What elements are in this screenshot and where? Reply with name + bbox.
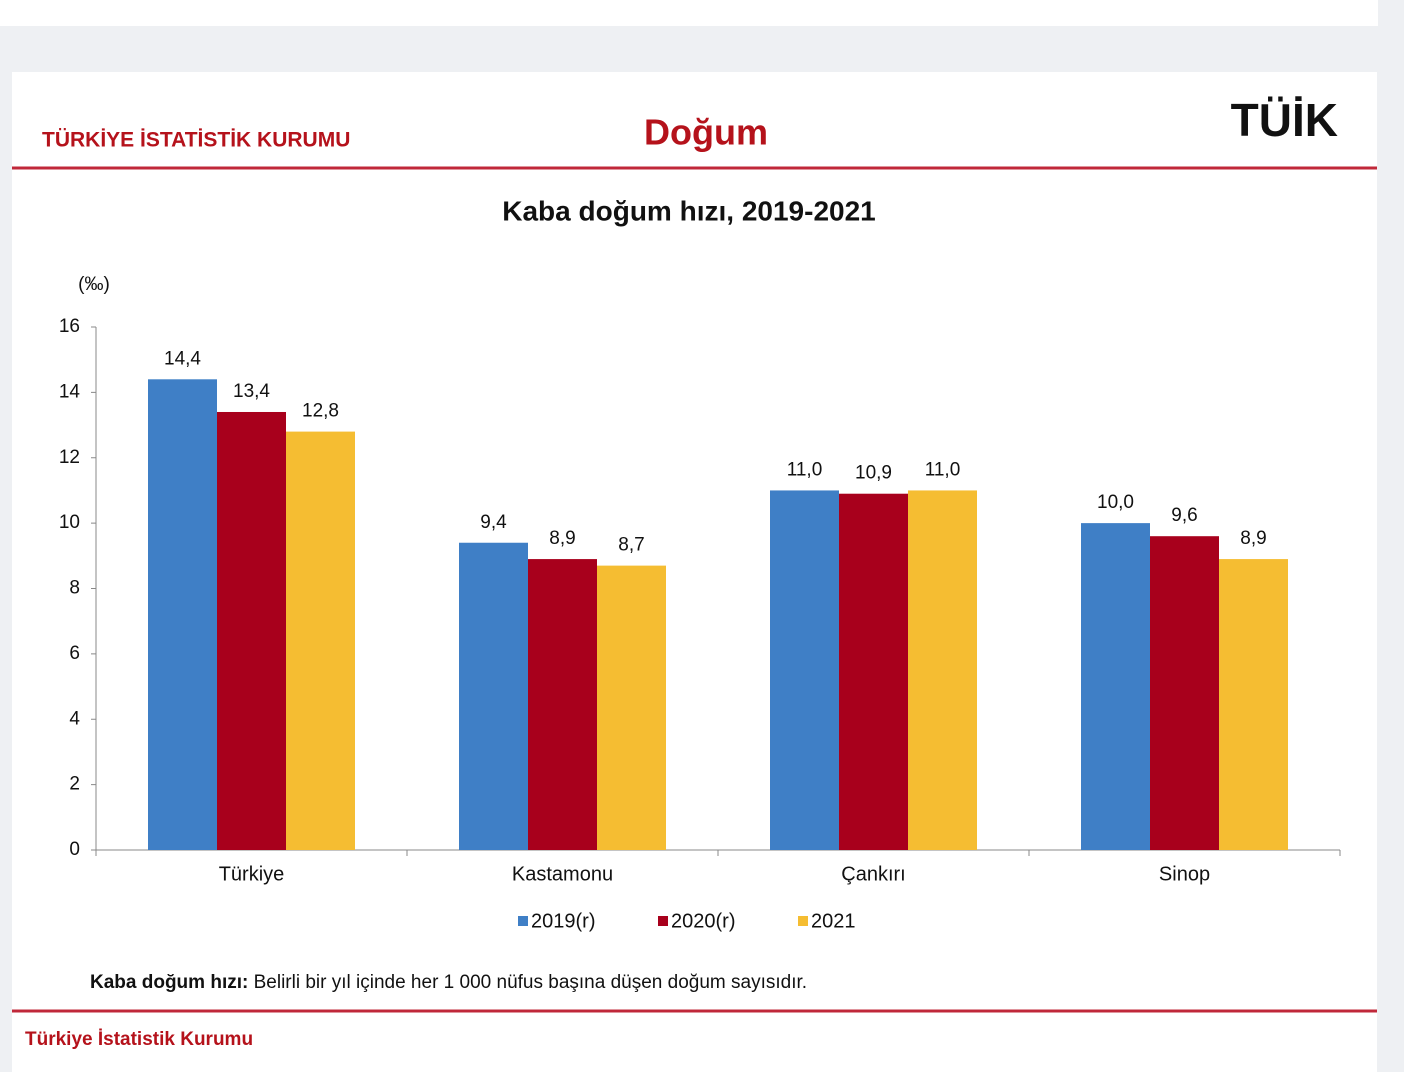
value-label: 8,7 bbox=[618, 535, 644, 556]
footnote-term: Kaba doğum hızı: bbox=[90, 972, 248, 993]
y-tick-label: 12 bbox=[59, 447, 80, 468]
bar bbox=[217, 411, 286, 850]
x-tick-label: Kastamonu bbox=[512, 863, 613, 885]
footnote: Kaba doğum hızı: Belirli bir yıl içinde … bbox=[90, 972, 807, 993]
y-unit: (‰) bbox=[78, 274, 110, 295]
slide-title: Doğum bbox=[644, 112, 768, 153]
value-label: 10,9 bbox=[855, 463, 892, 484]
legend-label: 2021 bbox=[811, 910, 856, 932]
legend-swatch bbox=[798, 916, 808, 926]
x-tick-label: Türkiye bbox=[219, 863, 285, 885]
value-label: 10,0 bbox=[1097, 492, 1134, 513]
y-tick-label: 6 bbox=[69, 643, 80, 664]
value-label: 9,4 bbox=[480, 512, 507, 533]
y-tick-label: 4 bbox=[69, 708, 80, 729]
bar bbox=[286, 431, 355, 850]
value-label: 11,0 bbox=[925, 459, 961, 480]
org-name: TÜRKİYE İSTATİSTİK KURUMU bbox=[42, 129, 350, 152]
footer-text: Türkiye İstatistik Kurumu bbox=[25, 1029, 253, 1050]
bar bbox=[839, 493, 908, 850]
bar bbox=[770, 490, 839, 850]
y-tick-label: 10 bbox=[59, 512, 80, 533]
x-tick-label: Çankırı bbox=[841, 863, 905, 885]
chart-title: Kaba doğum hızı, 2019-2021 bbox=[502, 195, 875, 226]
y-tick-label: 8 bbox=[69, 578, 80, 599]
bar bbox=[1081, 523, 1150, 850]
value-label: 11,0 bbox=[787, 459, 823, 480]
top-strip bbox=[0, 0, 1378, 26]
legend-label: 2019(r) bbox=[531, 910, 595, 932]
bar bbox=[148, 379, 217, 850]
x-tick-label: Sinop bbox=[1159, 863, 1210, 885]
bar bbox=[908, 490, 977, 850]
footnote-text: Belirli bir yıl içinde her 1 000 nüfus b… bbox=[254, 972, 807, 993]
bar bbox=[459, 542, 528, 850]
y-tick-label: 14 bbox=[59, 381, 81, 402]
bar bbox=[1150, 536, 1219, 850]
y-tick-label: 0 bbox=[69, 839, 80, 860]
logo: TÜİK bbox=[1231, 94, 1338, 146]
bar bbox=[1219, 559, 1288, 850]
value-label: 12,8 bbox=[302, 401, 339, 422]
value-label: 14,4 bbox=[164, 348, 201, 369]
value-label: 8,9 bbox=[549, 528, 575, 549]
legend-label: 2020(r) bbox=[671, 910, 735, 932]
value-label: 8,9 bbox=[1240, 528, 1266, 549]
legend-swatch bbox=[658, 916, 668, 926]
legend-swatch bbox=[518, 916, 528, 926]
bar bbox=[597, 565, 666, 850]
value-label: 9,6 bbox=[1171, 505, 1197, 526]
y-tick-label: 16 bbox=[59, 316, 80, 337]
bar bbox=[528, 559, 597, 850]
y-tick-label: 2 bbox=[69, 774, 80, 795]
value-label: 13,4 bbox=[233, 381, 270, 402]
